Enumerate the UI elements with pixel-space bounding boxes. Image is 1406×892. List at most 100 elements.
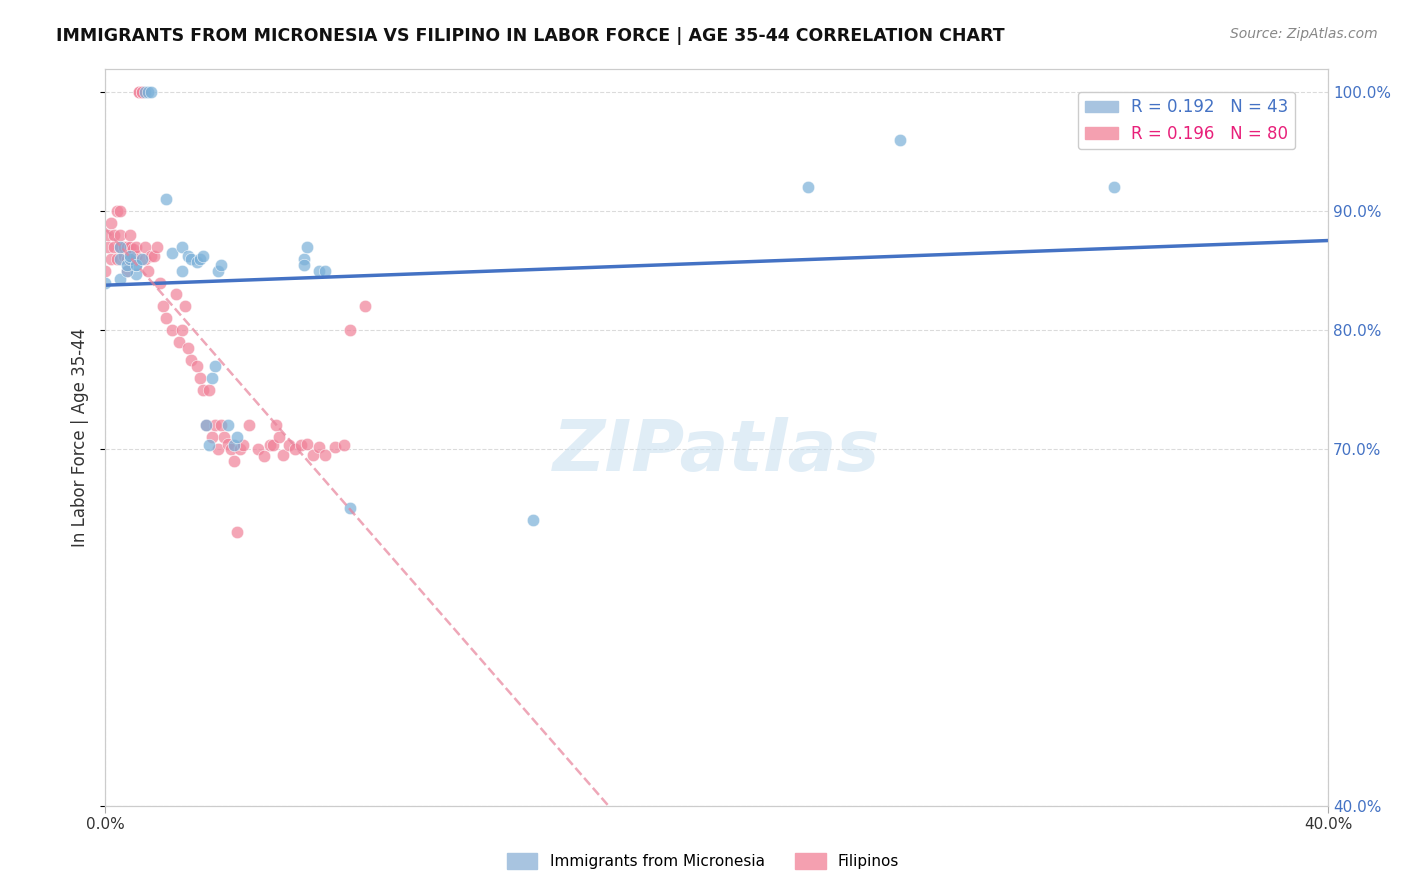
Point	[100, 216, 122, 230]
Point	[1102, 180, 1125, 194]
Point	[229, 442, 252, 456]
Point	[125, 240, 148, 254]
Point	[195, 418, 218, 433]
Point	[125, 249, 148, 263]
Point	[134, 252, 156, 266]
Point	[314, 263, 336, 277]
Point	[198, 438, 221, 452]
Point	[143, 249, 166, 263]
Point	[110, 204, 132, 219]
Point	[173, 299, 195, 313]
Point	[188, 252, 211, 266]
Legend: Immigrants from Micronesia, Filipinos: Immigrants from Micronesia, Filipinos	[501, 847, 905, 875]
Point	[284, 442, 307, 456]
Point	[155, 311, 177, 326]
Point	[118, 252, 141, 266]
Point	[191, 249, 214, 263]
Point	[121, 242, 143, 256]
Point	[118, 249, 141, 263]
Point	[180, 352, 202, 367]
Point	[110, 252, 132, 266]
Point	[131, 85, 153, 99]
Point	[186, 255, 208, 269]
Point	[292, 252, 315, 266]
Point	[262, 438, 284, 452]
Text: IMMIGRANTS FROM MICRONESIA VS FILIPINO IN LABOR FORCE | AGE 35-44 CORRELATION CH: IMMIGRANTS FROM MICRONESIA VS FILIPINO I…	[56, 27, 1005, 45]
Point	[180, 252, 202, 266]
Point	[238, 418, 260, 433]
Point	[219, 442, 242, 456]
Point	[292, 258, 315, 272]
Point	[149, 276, 172, 290]
Point	[110, 227, 132, 242]
Point	[118, 249, 141, 263]
Point	[302, 448, 325, 462]
Point	[207, 263, 229, 277]
Point	[339, 501, 361, 516]
Point	[125, 258, 148, 272]
Point	[134, 240, 156, 254]
Point	[94, 263, 117, 277]
Legend: R = 0.192   N = 43, R = 0.196   N = 80: R = 0.192 N = 43, R = 0.196 N = 80	[1078, 92, 1295, 149]
Point	[290, 438, 312, 452]
Point	[198, 383, 221, 397]
Point	[131, 85, 153, 99]
Point	[115, 263, 138, 277]
Point	[125, 267, 148, 281]
Text: Source: ZipAtlas.com: Source: ZipAtlas.com	[1230, 27, 1378, 41]
Point	[118, 240, 141, 254]
Point	[139, 249, 162, 263]
Point	[308, 440, 330, 454]
Point	[332, 438, 354, 452]
Point	[107, 252, 129, 266]
Point	[110, 272, 132, 286]
Text: ZIPatlas: ZIPatlas	[553, 417, 880, 486]
Point	[314, 448, 336, 462]
Point	[232, 438, 254, 452]
Point	[155, 192, 177, 206]
Point	[170, 240, 193, 254]
Point	[139, 85, 162, 99]
Point	[225, 430, 247, 444]
Point	[167, 334, 190, 349]
Point	[191, 383, 214, 397]
Point	[323, 440, 346, 454]
Point	[112, 240, 135, 254]
Point	[115, 263, 138, 277]
Point	[115, 240, 138, 254]
Point	[177, 341, 200, 355]
Point	[97, 227, 120, 242]
Point	[125, 258, 148, 272]
Point	[253, 449, 276, 463]
Point	[217, 437, 239, 451]
Point	[222, 438, 245, 452]
Point	[259, 438, 281, 452]
Point	[269, 430, 291, 444]
Point	[115, 252, 138, 266]
Point	[115, 258, 138, 272]
Point	[271, 448, 294, 462]
Point	[204, 418, 226, 433]
Point	[214, 430, 236, 444]
Point	[162, 245, 184, 260]
Point	[134, 85, 156, 99]
Point	[354, 299, 377, 313]
Point	[522, 513, 544, 527]
Point	[186, 359, 208, 373]
Point	[118, 227, 141, 242]
Point	[128, 85, 150, 99]
Point	[295, 437, 318, 451]
Point	[110, 240, 132, 254]
Point	[136, 85, 159, 99]
Point	[118, 252, 141, 266]
Point	[170, 323, 193, 337]
Point	[217, 418, 239, 433]
Point	[136, 263, 159, 277]
Point	[94, 276, 117, 290]
Y-axis label: In Labor Force | Age 35-44: In Labor Force | Age 35-44	[72, 327, 89, 547]
Point	[165, 287, 187, 301]
Point	[188, 370, 211, 384]
Point	[152, 299, 174, 313]
Point	[295, 240, 318, 254]
Point	[146, 240, 169, 254]
